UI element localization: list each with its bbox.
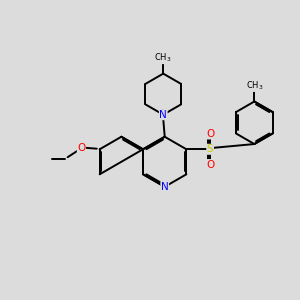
Text: CH$_3$: CH$_3$ [154,51,172,64]
Text: S: S [207,144,214,154]
Text: N: N [161,182,169,192]
Text: CH$_3$: CH$_3$ [246,79,263,92]
Text: O: O [206,129,214,139]
Text: O: O [206,160,214,170]
Text: O: O [77,143,86,153]
Text: N: N [159,110,167,120]
